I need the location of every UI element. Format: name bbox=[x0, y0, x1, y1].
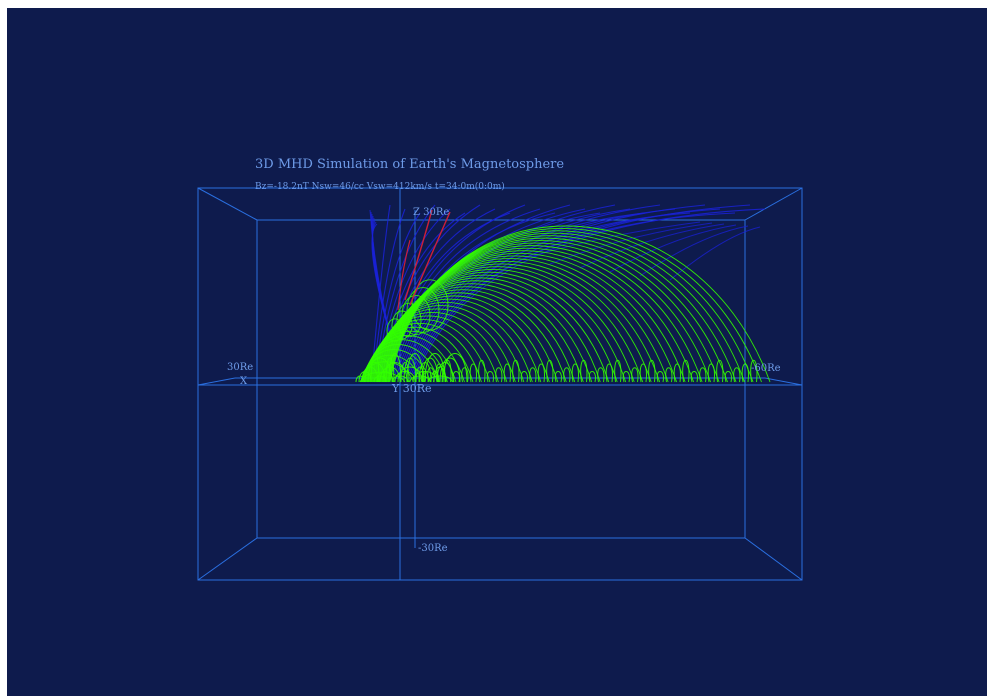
closed-field-line bbox=[656, 371, 664, 383]
open-field-line bbox=[639, 225, 749, 277]
open-field-line bbox=[373, 208, 406, 375]
closed-field-line bbox=[370, 353, 380, 383]
closed-field-line bbox=[605, 363, 613, 383]
highlighted-field-lines bbox=[397, 209, 451, 311]
closed-field-line bbox=[741, 363, 749, 383]
closed-field-line bbox=[733, 367, 741, 383]
highlight-field-line bbox=[397, 239, 411, 311]
closed-field-line bbox=[391, 375, 409, 383]
closed-field-line bbox=[442, 353, 468, 383]
x-axis-left-join bbox=[197, 377, 236, 386]
closed-field-line bbox=[486, 371, 494, 383]
box-edge-top-right bbox=[744, 187, 803, 221]
closed-field-line bbox=[391, 310, 413, 340]
open-field-line bbox=[371, 204, 391, 375]
closed-field-line bbox=[418, 371, 426, 383]
closed-field-line bbox=[673, 363, 681, 383]
closed-field-line bbox=[537, 363, 545, 383]
closed-field-line bbox=[401, 295, 431, 335]
x-axis-right-value-label: -60Re bbox=[751, 363, 781, 374]
highlight-field-line bbox=[404, 209, 433, 301]
page-title: 3D MHD Simulation of Earth's Magnetosphe… bbox=[255, 157, 564, 172]
x-axis-left-letter-label: X bbox=[240, 376, 248, 387]
closed-field-line bbox=[580, 360, 588, 383]
closed-field-line bbox=[571, 363, 579, 383]
closed-field-line bbox=[382, 362, 408, 383]
closed-field-line bbox=[436, 362, 454, 383]
open-field-line bbox=[403, 204, 661, 375]
x-axis-right-join bbox=[764, 377, 803, 386]
closed-field-line bbox=[690, 371, 698, 383]
closed-field-line bbox=[614, 360, 622, 383]
simulation-parameters: Bz=-18.2nT Nsw=46/cc Vsw=412km/s t=34:0m… bbox=[255, 181, 505, 192]
closed-field-line bbox=[750, 360, 758, 383]
inner-box-back bbox=[256, 219, 746, 539]
closed-field-line bbox=[631, 367, 639, 383]
closed-field-line bbox=[415, 366, 425, 383]
closed-field-line bbox=[367, 357, 393, 383]
closed-field-line bbox=[682, 360, 690, 383]
box-edge-bottom-right bbox=[744, 537, 803, 581]
closed-field-line bbox=[396, 302, 422, 338]
closed-field-line bbox=[461, 367, 469, 383]
closed-field-line bbox=[512, 360, 520, 383]
closed-field-line bbox=[385, 240, 720, 383]
closed-field-lines bbox=[355, 225, 771, 383]
closed-field-line bbox=[588, 371, 596, 383]
closed-field-line bbox=[699, 367, 707, 383]
closed-field-line bbox=[707, 363, 715, 383]
box-edge-bottom-left bbox=[197, 537, 258, 581]
visualization-background bbox=[7, 8, 987, 696]
open-field-line bbox=[391, 212, 556, 375]
outer-box-front bbox=[197, 187, 803, 581]
closed-field-line bbox=[427, 367, 435, 383]
closed-field-line bbox=[495, 367, 503, 383]
closed-field-line bbox=[444, 360, 452, 383]
open-field-line bbox=[579, 223, 725, 269]
closed-field-line bbox=[469, 363, 477, 383]
closed-field-line bbox=[397, 366, 423, 383]
closed-field-line bbox=[563, 367, 571, 383]
closed-field-line bbox=[435, 363, 443, 383]
closed-field-line bbox=[639, 363, 647, 383]
closed-field-line bbox=[389, 225, 771, 383]
closed-field-line bbox=[716, 360, 724, 383]
closed-field-line bbox=[503, 363, 511, 383]
open-field-line bbox=[669, 226, 761, 281]
closed-field-line bbox=[597, 367, 605, 383]
z-axis-top-label: Z 30Re bbox=[413, 207, 449, 218]
closed-field-line bbox=[430, 371, 440, 383]
closed-field-line bbox=[478, 360, 486, 383]
closed-field-line bbox=[622, 371, 630, 383]
box-edge-top-left bbox=[197, 187, 258, 221]
open-field-line bbox=[609, 224, 737, 273]
closed-field-line bbox=[411, 279, 449, 331]
closed-field-line bbox=[546, 360, 554, 383]
z-axis-bottom-label: -30Re bbox=[418, 543, 448, 554]
closed-field-line bbox=[439, 357, 461, 383]
open-field-line bbox=[371, 223, 396, 353]
closed-field-line bbox=[724, 371, 732, 383]
closed-field-line bbox=[529, 367, 537, 383]
closed-field-line bbox=[385, 357, 395, 383]
closed-field-line bbox=[554, 371, 562, 383]
closed-field-line bbox=[648, 360, 656, 383]
closed-field-line bbox=[409, 375, 431, 383]
closed-field-line bbox=[386, 318, 404, 342]
open-field-line bbox=[519, 221, 701, 261]
open-field-line bbox=[402, 212, 646, 375]
highlight-field-line bbox=[409, 211, 451, 306]
closed-field-line bbox=[665, 367, 673, 383]
closed-field-line bbox=[452, 371, 460, 383]
closed-field-line bbox=[364, 362, 386, 383]
closed-field-line bbox=[406, 287, 440, 333]
x-axis-left-value-label: 30Re bbox=[227, 362, 253, 373]
closed-field-line bbox=[520, 371, 528, 383]
closed-field-line bbox=[400, 362, 410, 383]
y-axis-label: Y 30Re bbox=[391, 382, 432, 395]
